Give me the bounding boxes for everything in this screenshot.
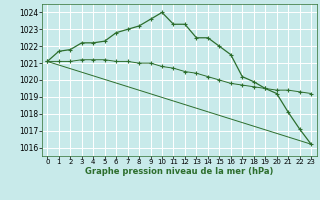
X-axis label: Graphe pression niveau de la mer (hPa): Graphe pression niveau de la mer (hPa) [85, 167, 273, 176]
